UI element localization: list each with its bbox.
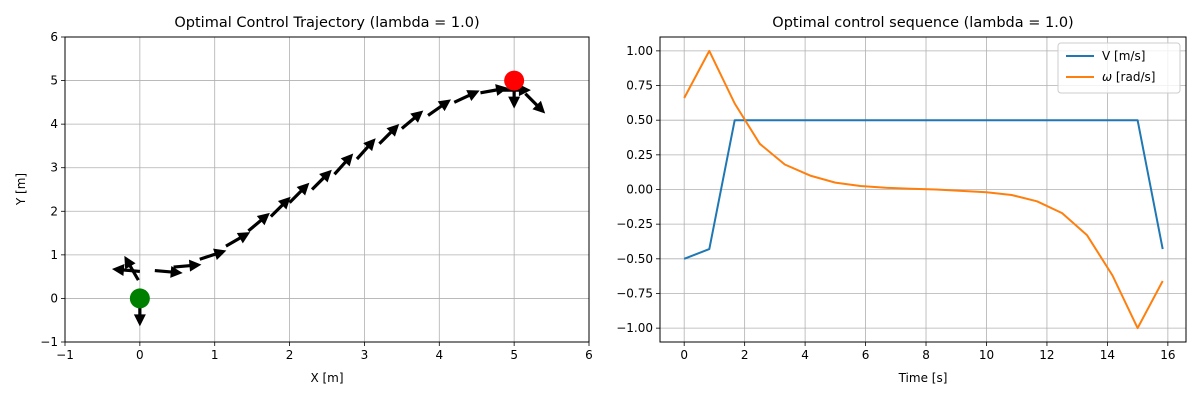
x-tick-label: 12 xyxy=(1039,348,1054,362)
x-tick-label: 4 xyxy=(801,348,809,362)
x-tick-label: 2 xyxy=(286,348,294,362)
y-tick-label: 3 xyxy=(50,161,58,175)
y-tick-label: −0.50 xyxy=(616,252,653,266)
trajectory-arrow xyxy=(333,153,354,176)
x-tick-label: 8 xyxy=(922,348,930,362)
x-tick-label: 5 xyxy=(510,348,518,362)
y-tick-label: 1.00 xyxy=(626,44,653,58)
x-tick-label: 4 xyxy=(435,348,443,362)
trajectory-arrow xyxy=(400,110,424,130)
trajectory-plot-frame xyxy=(64,36,590,343)
y-tick-label: 0.00 xyxy=(626,183,653,197)
legend-label-v: V [m/s] xyxy=(1102,49,1145,63)
trajectory-arrow xyxy=(480,84,509,96)
y-tick-label: 1 xyxy=(50,248,58,262)
trajectory-arrow xyxy=(199,248,227,261)
trajectory-arrow xyxy=(524,92,546,114)
trajectory-arrow xyxy=(427,99,451,117)
x-tick-label: 16 xyxy=(1160,348,1175,362)
control-series-lines xyxy=(683,49,1164,330)
trajectory-arrow xyxy=(124,255,140,281)
control-legend: V [m/s] ω [rad/s] xyxy=(1057,42,1181,94)
legend-label-omega: ω [rad/s] xyxy=(1102,70,1155,84)
control-ticks: 0 2 4 6 8 10 12 14 16 −1.00 −0.75 −0.50 −0.25 0.00 0.2… xyxy=(616,44,1175,362)
y-tick-label: 0.75 xyxy=(626,79,653,93)
trajectory-arrows xyxy=(111,80,546,327)
y-tick-label: 6 xyxy=(50,30,58,44)
y-tick-label: 0.50 xyxy=(626,113,653,127)
trajectory-title: Optimal Control Trajectory (lambda = 1.0… xyxy=(174,15,479,31)
legend-omega-unit: [rad/s] xyxy=(1112,70,1155,84)
trajectory-arrow xyxy=(133,298,146,327)
trajectory-arrow xyxy=(378,123,400,145)
trajectory-arrow xyxy=(225,232,251,248)
y-tick-label: 5 xyxy=(50,74,58,88)
trajectory-arrow xyxy=(247,212,270,233)
y-tick-label: −1 xyxy=(40,335,58,349)
y-tick-label: 2 xyxy=(50,204,58,218)
trajectory-arrow xyxy=(173,259,202,272)
y-tick-label: −0.25 xyxy=(616,217,653,231)
trajectory-arrow xyxy=(111,264,140,276)
x-tick-label: 3 xyxy=(361,348,369,362)
trajectory-arrow xyxy=(154,265,183,278)
y-tick-label: 0 xyxy=(50,291,58,305)
trajectory-ticks: −1 0 1 2 3 4 5 6 −1 0 1 2 3 4 5 6 xyxy=(40,30,593,362)
series-line-v xyxy=(683,119,1164,260)
control-sequence-chart: 0 2 4 6 8 10 12 14 16 −1.00 −0.75 −0.50 −0.25 0.00 0.2… xyxy=(616,15,1187,385)
trajectory-arrow xyxy=(508,80,521,109)
control-xlabel: Time [s] xyxy=(898,371,948,385)
x-tick-label: 1 xyxy=(211,348,219,362)
trajectory-endpoints xyxy=(129,70,525,309)
trajectory-grid xyxy=(64,36,590,343)
y-tick-label: 4 xyxy=(50,117,58,131)
goal-point xyxy=(504,70,525,91)
trajectory-xlabel: X [m] xyxy=(310,371,343,385)
start-point xyxy=(129,288,150,309)
y-tick-label: −0.75 xyxy=(616,286,653,300)
x-tick-label: 10 xyxy=(979,348,994,362)
x-tick-label: −1 xyxy=(56,348,74,362)
trajectory-arrow xyxy=(288,182,310,204)
x-tick-label: 6 xyxy=(585,348,593,362)
series-line-omega xyxy=(683,49,1164,330)
trajectory-ylabel: Y [m] xyxy=(14,173,28,206)
x-tick-label: 2 xyxy=(741,348,749,362)
trajectory-arrow xyxy=(269,196,291,218)
trajectory-arrow xyxy=(453,90,480,104)
legend-omega-symbol: ω xyxy=(1102,70,1112,84)
y-tick-label: −1.00 xyxy=(616,321,653,335)
x-tick-label: 14 xyxy=(1100,348,1115,362)
x-tick-label: 6 xyxy=(862,348,870,362)
trajectory-arrow xyxy=(310,169,332,191)
x-tick-label: 0 xyxy=(136,348,144,362)
trajectory-chart: −1 0 1 2 3 4 5 6 −1 0 1 2 3 4 5 6 Optimal Control Traje… xyxy=(14,15,593,385)
trajectory-arrow xyxy=(355,138,376,161)
y-tick-label: 0.25 xyxy=(626,148,653,162)
x-tick-label: 0 xyxy=(680,348,688,362)
control-title: Optimal control sequence (lambda = 1.0) xyxy=(772,15,1073,31)
